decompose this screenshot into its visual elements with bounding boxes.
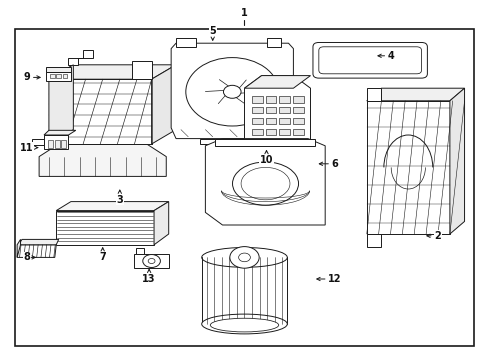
Bar xyxy=(265,118,276,124)
Bar xyxy=(292,107,303,113)
Text: 4: 4 xyxy=(377,51,394,61)
FancyBboxPatch shape xyxy=(312,42,427,78)
Polygon shape xyxy=(244,76,310,88)
Circle shape xyxy=(148,258,155,264)
Polygon shape xyxy=(171,43,293,139)
Polygon shape xyxy=(366,88,464,101)
Ellipse shape xyxy=(201,314,287,334)
Polygon shape xyxy=(215,139,315,146)
Text: 3: 3 xyxy=(116,190,123,205)
Circle shape xyxy=(185,58,278,126)
Bar xyxy=(292,129,303,135)
Bar xyxy=(15,29,473,346)
Text: 13: 13 xyxy=(142,269,156,284)
Polygon shape xyxy=(49,65,73,144)
Polygon shape xyxy=(56,202,168,211)
Polygon shape xyxy=(17,245,56,257)
Bar xyxy=(292,96,303,103)
Polygon shape xyxy=(266,38,281,47)
Text: 7: 7 xyxy=(99,248,106,262)
Polygon shape xyxy=(449,88,464,234)
Text: 1: 1 xyxy=(241,8,247,18)
Polygon shape xyxy=(154,202,168,245)
Bar xyxy=(48,140,53,148)
Polygon shape xyxy=(366,101,449,234)
Polygon shape xyxy=(134,254,168,268)
Circle shape xyxy=(223,85,241,98)
Text: 9: 9 xyxy=(23,72,40,82)
Text: 2: 2 xyxy=(426,231,440,241)
Text: 8: 8 xyxy=(23,252,35,262)
Polygon shape xyxy=(244,76,310,148)
Polygon shape xyxy=(46,72,71,81)
Bar xyxy=(56,74,61,78)
Bar xyxy=(265,129,276,135)
Text: 5: 5 xyxy=(209,26,216,40)
Bar xyxy=(62,74,67,78)
Bar xyxy=(279,96,289,103)
Polygon shape xyxy=(19,239,59,245)
Polygon shape xyxy=(44,135,68,149)
Polygon shape xyxy=(32,139,44,145)
Bar xyxy=(50,74,55,78)
Text: 12: 12 xyxy=(316,274,341,284)
Bar xyxy=(279,129,289,135)
Bar xyxy=(292,118,303,124)
Polygon shape xyxy=(49,65,176,79)
Polygon shape xyxy=(366,234,381,247)
Polygon shape xyxy=(39,144,166,176)
Polygon shape xyxy=(176,38,195,47)
Text: 6: 6 xyxy=(319,159,338,169)
Polygon shape xyxy=(17,239,20,257)
Circle shape xyxy=(229,247,259,268)
Polygon shape xyxy=(200,139,264,144)
Polygon shape xyxy=(68,50,93,65)
Bar xyxy=(279,107,289,113)
Polygon shape xyxy=(151,65,176,144)
Bar xyxy=(279,118,289,124)
Polygon shape xyxy=(205,139,325,225)
Polygon shape xyxy=(44,130,76,135)
Polygon shape xyxy=(366,88,381,101)
Ellipse shape xyxy=(210,318,278,332)
Bar xyxy=(251,129,262,135)
Circle shape xyxy=(142,255,160,267)
Polygon shape xyxy=(46,67,71,72)
Bar xyxy=(61,140,66,148)
Bar xyxy=(265,107,276,113)
Polygon shape xyxy=(49,79,151,144)
Bar xyxy=(265,96,276,103)
Polygon shape xyxy=(136,248,144,254)
Bar xyxy=(251,107,262,113)
Bar xyxy=(251,96,262,103)
Bar xyxy=(55,140,60,148)
Circle shape xyxy=(238,253,250,262)
Polygon shape xyxy=(132,61,151,79)
Bar xyxy=(251,118,262,124)
Polygon shape xyxy=(56,211,154,245)
Ellipse shape xyxy=(201,248,287,267)
Text: 10: 10 xyxy=(259,150,273,165)
Text: 11: 11 xyxy=(20,143,38,153)
